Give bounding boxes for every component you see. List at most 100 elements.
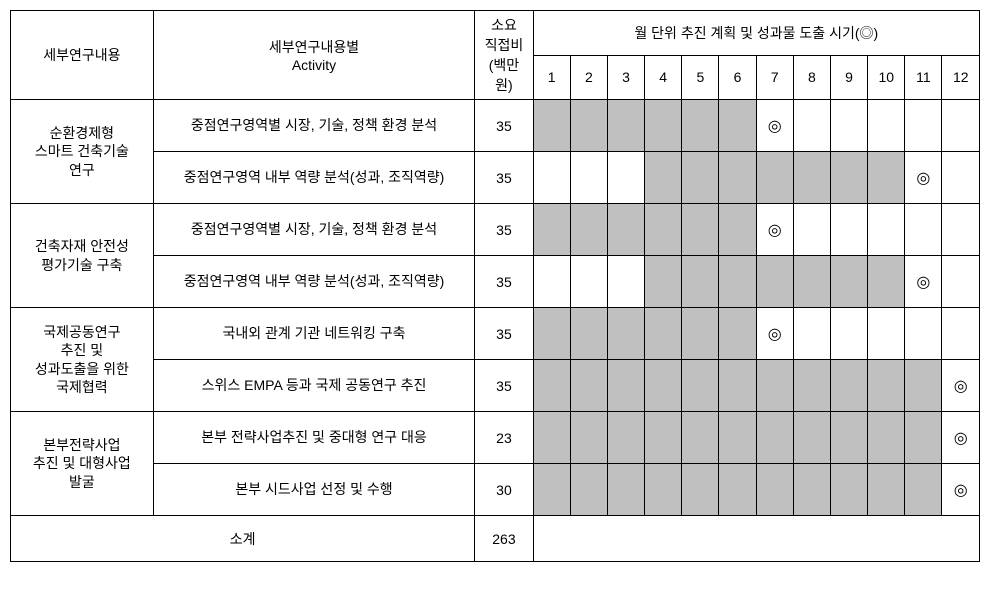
month-cell xyxy=(905,464,942,516)
month-cell xyxy=(868,308,905,360)
header-activity-line2: Activity xyxy=(156,57,473,73)
header-month-5: 5 xyxy=(682,55,719,100)
table-row: 건축자재 안전성평가기술 구축중점연구영역별 시장, 기술, 정책 환경 분석3… xyxy=(11,204,980,256)
month-cell xyxy=(607,100,644,152)
month-cell xyxy=(719,152,756,204)
month-cell xyxy=(533,412,570,464)
month-cell xyxy=(570,464,607,516)
table-row: 스위스 EMPA 등과 국제 공동연구 추진35◎ xyxy=(11,360,980,412)
month-cell xyxy=(793,412,830,464)
month-cell xyxy=(905,360,942,412)
month-cell xyxy=(830,256,867,308)
header-month-8: 8 xyxy=(793,55,830,100)
month-cell xyxy=(719,464,756,516)
month-cell xyxy=(570,100,607,152)
month-cell: ◎ xyxy=(942,360,980,412)
output-marker: ◎ xyxy=(954,378,968,395)
header-month-9: 9 xyxy=(830,55,867,100)
month-cell xyxy=(793,256,830,308)
month-cell xyxy=(570,204,607,256)
month-cell xyxy=(756,360,793,412)
month-cell xyxy=(830,152,867,204)
month-cell xyxy=(719,204,756,256)
month-cell xyxy=(645,256,682,308)
month-cell xyxy=(942,256,980,308)
month-cell xyxy=(682,152,719,204)
month-cell xyxy=(942,100,980,152)
month-cell xyxy=(719,308,756,360)
activity-cell: 중점연구영역 내부 역량 분석(성과, 조직역량) xyxy=(153,152,475,204)
month-cell xyxy=(645,464,682,516)
month-cell xyxy=(570,152,607,204)
month-cell xyxy=(607,204,644,256)
header-category: 세부연구내용 xyxy=(11,11,154,100)
category-cell: 본부전략사업추진 및 대형사업발굴 xyxy=(11,412,154,516)
month-cell xyxy=(793,360,830,412)
table-row: 순환경제형스마트 건축기술연구중점연구영역별 시장, 기술, 정책 환경 분석3… xyxy=(11,100,980,152)
header-month-7: 7 xyxy=(756,55,793,100)
header-month-10: 10 xyxy=(868,55,905,100)
output-marker: ◎ xyxy=(768,222,782,239)
month-cell xyxy=(570,360,607,412)
cost-cell: 35 xyxy=(475,360,533,412)
cost-cell: 35 xyxy=(475,256,533,308)
subtotal-label: 소계 xyxy=(11,516,475,562)
table-row: 중점연구영역 내부 역량 분석(성과, 조직역량)35◎ xyxy=(11,256,980,308)
month-cell xyxy=(830,360,867,412)
month-cell xyxy=(868,100,905,152)
output-marker: ◎ xyxy=(768,118,782,135)
cost-cell: 35 xyxy=(475,100,533,152)
month-cell xyxy=(607,464,644,516)
month-cell: ◎ xyxy=(905,152,942,204)
month-cell xyxy=(830,204,867,256)
header-month-4: 4 xyxy=(645,55,682,100)
month-cell xyxy=(905,100,942,152)
month-cell xyxy=(607,152,644,204)
header-schedule-title: 월 단위 추진 계획 및 성과물 도출 시기(◎) xyxy=(533,11,979,56)
subtotal-empty xyxy=(533,516,979,562)
month-cell xyxy=(533,152,570,204)
month-cell xyxy=(570,308,607,360)
month-cell xyxy=(793,204,830,256)
month-cell xyxy=(533,204,570,256)
month-cell xyxy=(830,308,867,360)
activity-cell: 중점연구영역별 시장, 기술, 정책 환경 분석 xyxy=(153,204,475,256)
month-cell xyxy=(682,204,719,256)
month-cell xyxy=(533,464,570,516)
month-cell xyxy=(570,412,607,464)
cost-cell: 35 xyxy=(475,308,533,360)
subtotal-row: 소계263 xyxy=(11,516,980,562)
month-cell xyxy=(942,308,980,360)
month-cell xyxy=(682,100,719,152)
month-cell xyxy=(645,152,682,204)
activity-cell: 중점연구영역 내부 역량 분석(성과, 조직역량) xyxy=(153,256,475,308)
month-cell: ◎ xyxy=(756,100,793,152)
month-cell xyxy=(682,308,719,360)
table-row: 본부전략사업추진 및 대형사업발굴본부 전략사업추진 및 중대형 연구 대응23… xyxy=(11,412,980,464)
month-cell xyxy=(719,256,756,308)
month-cell xyxy=(645,412,682,464)
header-cost-line4: 원) xyxy=(477,75,530,95)
month-cell: ◎ xyxy=(942,412,980,464)
header-activity-line1: 세부연구내용별 xyxy=(156,37,473,57)
month-cell xyxy=(533,308,570,360)
header-cost-line2: 직접비 xyxy=(477,35,530,55)
month-cell xyxy=(905,412,942,464)
month-cell xyxy=(868,412,905,464)
subtotal-value: 263 xyxy=(475,516,533,562)
month-cell xyxy=(682,360,719,412)
month-cell xyxy=(645,204,682,256)
output-marker: ◎ xyxy=(916,170,930,187)
month-cell xyxy=(868,464,905,516)
month-cell xyxy=(533,100,570,152)
header-month-2: 2 xyxy=(570,55,607,100)
month-cell xyxy=(570,256,607,308)
output-marker: ◎ xyxy=(954,482,968,499)
activity-cell: 본부 시드사업 선정 및 수행 xyxy=(153,464,475,516)
header-month-11: 11 xyxy=(905,55,942,100)
header-cost: 소요 직접비 (백만 원) xyxy=(475,11,533,100)
activity-cell: 국내외 관계 기관 네트워킹 구축 xyxy=(153,308,475,360)
table-row: 중점연구영역 내부 역량 분석(성과, 조직역량)35◎ xyxy=(11,152,980,204)
month-cell xyxy=(793,308,830,360)
month-cell xyxy=(756,412,793,464)
